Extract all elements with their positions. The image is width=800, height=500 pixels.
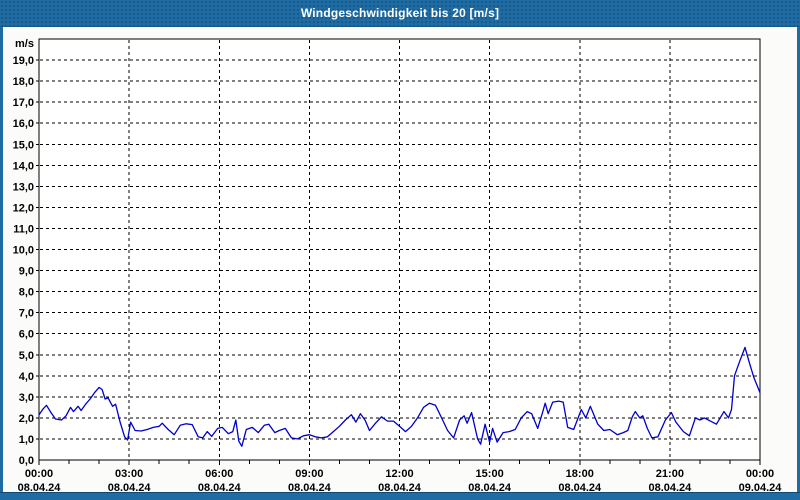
y-tick-label: 14,0: [13, 160, 34, 172]
y-tick-label: 1,0: [19, 434, 34, 446]
chart-region: 0,0 1,0 2,0 3,0 4,0 5,0 6,0 7,0 8,0 9,0 10,0 11,0 12…: [0, 27, 800, 494]
y-tick-label: 12,0: [13, 202, 34, 214]
x-tick-date-label: 08.04.24: [468, 482, 512, 492]
y-tick-label: 6,0: [19, 329, 34, 341]
x-tick-time-label: 00:00: [25, 468, 53, 480]
y-axis-unit-label: m/s: [15, 38, 34, 50]
x-tick-time-label: 03:00: [115, 468, 143, 480]
x-tick-date-label: 08.04.24: [648, 482, 692, 492]
y-tick-label: 9,0: [19, 266, 34, 278]
y-tick-label: 8,0: [19, 287, 34, 299]
y-tick-label: 2,0: [19, 413, 34, 425]
x-tick-date-label: 08.04.24: [198, 482, 242, 492]
x-tick-time-label: 09:00: [295, 468, 323, 480]
x-tick-date-label: 08.04.24: [558, 482, 602, 492]
x-tick-date-label: 08.04.24: [378, 482, 422, 492]
x-tick-date-label: 08.04.24: [18, 482, 62, 492]
x-tick-time-label: 21:00: [656, 468, 684, 480]
wind-speed-data-line: [38, 346, 761, 447]
x-tick-time-label: 06:00: [205, 468, 233, 480]
x-tick-time-label: 15:00: [476, 468, 504, 480]
y-tick-label: 11,0: [13, 223, 34, 235]
chart-title: Windgeschwindigkeit bis 20 [m/s]: [300, 6, 500, 20]
y-tick-label: 3,0: [19, 392, 34, 404]
y-tick-label: 16,0: [13, 118, 34, 130]
x-tick-time-label: 18:00: [566, 468, 594, 480]
y-tick-label: 10,0: [13, 245, 34, 257]
bottom-bar: [0, 492, 800, 500]
x-tick-date-label: 08.04.24: [288, 482, 332, 492]
y-tick-label: 4,0: [19, 371, 34, 383]
y-tick-label: 0,0: [19, 455, 34, 467]
x-tick-date-label: 09.04.24: [739, 482, 783, 492]
x-tick-time-label: 12:00: [385, 468, 413, 480]
wind-speed-chart: 0,0 1,0 2,0 3,0 4,0 5,0 6,0 7,0 8,0 9,0 10,0 11,0 12…: [13, 38, 783, 494]
y-tick-label: 5,0: [19, 350, 34, 362]
x-tick-time-label: 00:00: [746, 468, 774, 480]
x-tick-date-label: 08.04.24: [108, 482, 152, 492]
y-tick-label: 17,0: [13, 97, 34, 109]
title-bar: Windgeschwindigkeit bis 20 [m/s]: [0, 0, 800, 27]
y-tick-label: 19,0: [13, 55, 34, 67]
y-tick-label: 13,0: [13, 181, 34, 193]
window-border-right: [797, 0, 800, 500]
window-border-left: [0, 0, 3, 500]
y-tick-label: 18,0: [13, 76, 34, 88]
y-tick-label: 15,0: [13, 139, 34, 151]
y-tick-label: 7,0: [19, 308, 34, 320]
